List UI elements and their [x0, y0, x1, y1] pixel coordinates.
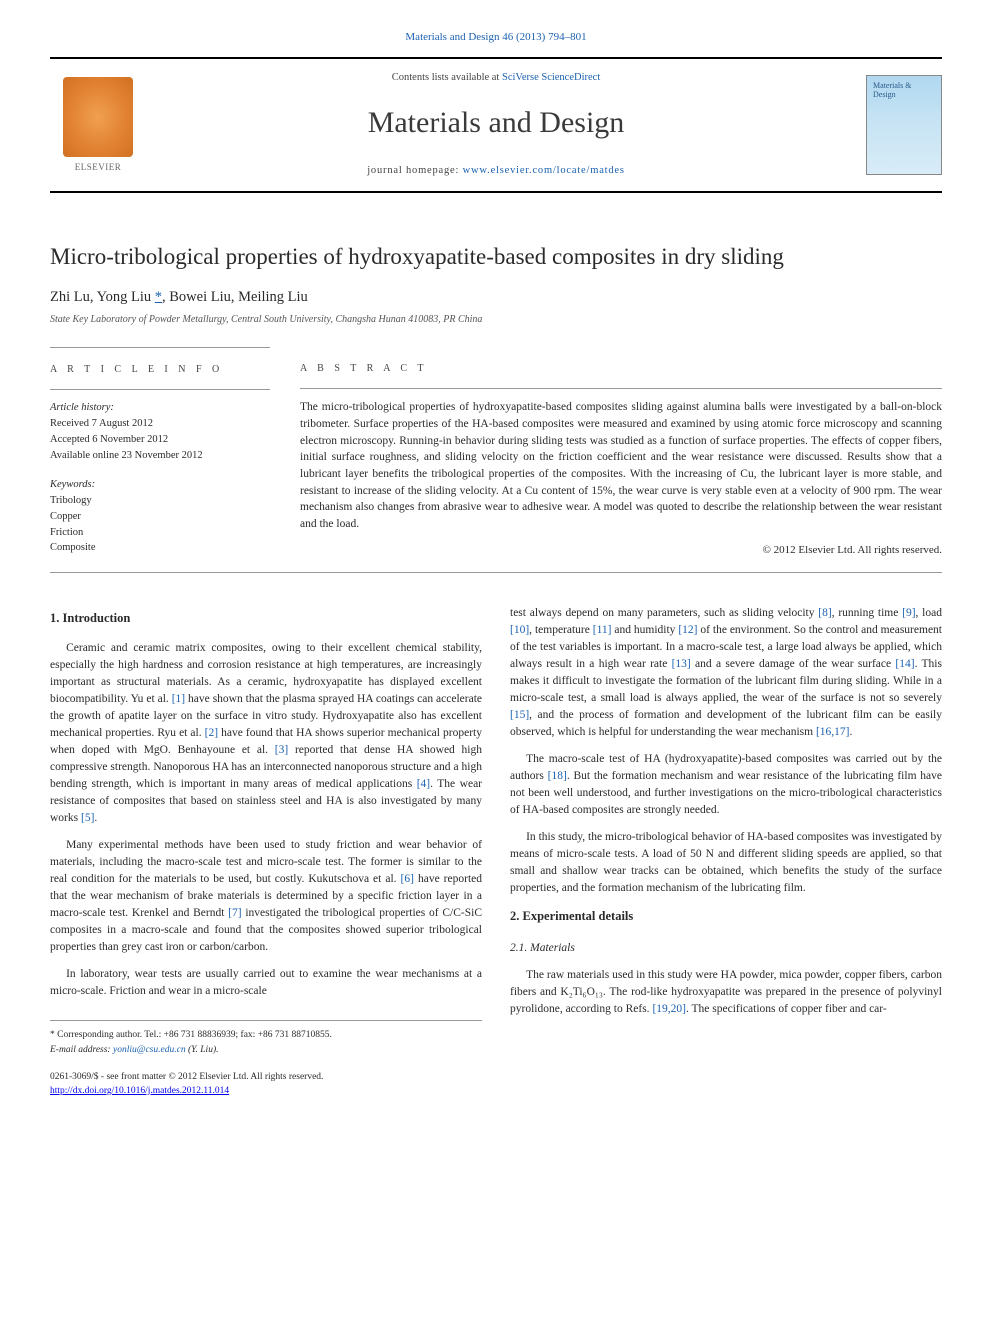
- inline-ref[interactable]: [16,17]: [816, 726, 850, 738]
- inline-ref[interactable]: [8]: [818, 607, 831, 619]
- article-info-heading: A R T I C L E I N F O: [50, 362, 270, 377]
- history-label: Article history:: [50, 400, 270, 416]
- journal-name: Materials and Design: [146, 102, 846, 144]
- section-heading-intro: 1. Introduction: [50, 609, 482, 628]
- history-received: Received 7 August 2012: [50, 416, 270, 432]
- keyword: Tribology: [50, 493, 270, 509]
- masthead: ELSEVIER Contents lists available at Sci…: [50, 57, 942, 192]
- abstract-block: A B S T R A C T The micro-tribological p…: [300, 362, 942, 558]
- email-suffix: (Y. Liu).: [186, 1045, 219, 1055]
- abstract-heading: A B S T R A C T: [300, 362, 942, 376]
- publisher-block: ELSEVIER: [50, 77, 146, 174]
- info-rule: [50, 389, 270, 390]
- cover-title: Materials & Design: [873, 82, 935, 100]
- subsection-heading-materials: 2.1. Materials: [510, 940, 942, 957]
- sciencedirect-link[interactable]: SciVerse ScienceDirect: [502, 72, 600, 83]
- front-matter: 0261-3069/$ - see front matter © 2012 El…: [50, 1071, 482, 1084]
- masthead-center: Contents lists available at SciVerse Sci…: [146, 71, 846, 178]
- abstract-rule: [300, 388, 942, 389]
- authors-rest: , Bowei Liu, Meiling Liu: [162, 289, 308, 305]
- column-left: 1. Introduction Ceramic and ceramic matr…: [50, 605, 482, 1098]
- keyword: Friction: [50, 525, 270, 541]
- inline-ref[interactable]: [7]: [228, 907, 241, 919]
- journal-citation[interactable]: Materials and Design 46 (2013) 794–801: [50, 30, 942, 45]
- meta-rule-bottom: [50, 572, 942, 573]
- affiliation: State Key Laboratory of Powder Metallurg…: [50, 313, 942, 327]
- meta-row: A R T I C L E I N F O Article history: R…: [50, 348, 942, 572]
- paragraph: In this study, the micro-tribological be…: [510, 829, 942, 897]
- inline-ref[interactable]: [13]: [672, 658, 691, 670]
- article-title: Micro-tribological properties of hydroxy…: [50, 241, 942, 273]
- inline-ref[interactable]: [3]: [275, 744, 288, 756]
- abstract-copyright: © 2012 Elsevier Ltd. All rights reserved…: [300, 543, 942, 558]
- inline-ref[interactable]: [15]: [510, 709, 529, 721]
- paragraph: Many experimental methods have been used…: [50, 837, 482, 956]
- contents-prefix: Contents lists available at: [392, 72, 502, 83]
- paragraph: In laboratory, wear tests are usually ca…: [50, 966, 482, 1000]
- authors-first: Zhi Lu, Yong Liu: [50, 289, 151, 305]
- inline-ref[interactable]: [18]: [548, 770, 567, 782]
- email-label: E-mail address:: [50, 1045, 113, 1055]
- paragraph: test always depend on many parameters, s…: [510, 605, 942, 741]
- homepage-prefix: journal homepage:: [367, 165, 462, 176]
- inline-ref[interactable]: [2]: [205, 727, 218, 739]
- doi-link[interactable]: http://dx.doi.org/10.1016/j.matdes.2012.…: [50, 1086, 229, 1096]
- homepage-link[interactable]: www.elsevier.com/locate/matdes: [463, 165, 625, 176]
- history-online: Available online 23 November 2012: [50, 448, 270, 464]
- article-info: A R T I C L E I N F O Article history: R…: [50, 362, 270, 558]
- authors-line: Zhi Lu, Yong Liu *, Bowei Liu, Meiling L…: [50, 287, 942, 307]
- history-accepted: Accepted 6 November 2012: [50, 432, 270, 448]
- cover-block: Materials & Design: [846, 75, 942, 175]
- inline-ref[interactable]: [11]: [593, 624, 612, 636]
- body-columns: 1. Introduction Ceramic and ceramic matr…: [50, 605, 942, 1098]
- inline-ref[interactable]: [19,20]: [652, 1003, 686, 1015]
- paragraph: The raw materials used in this study wer…: [510, 967, 942, 1018]
- inline-ref[interactable]: [5]: [81, 812, 94, 824]
- abstract-text: The micro-tribological properties of hyd…: [300, 399, 942, 532]
- keyword: Copper: [50, 509, 270, 525]
- publisher-name: ELSEVIER: [75, 161, 122, 174]
- contents-line: Contents lists available at SciVerse Sci…: [146, 71, 846, 86]
- corresponding-note: * Corresponding author. Tel.: +86 731 88…: [50, 1029, 482, 1042]
- inline-ref[interactable]: [14]: [895, 658, 914, 670]
- doi-line: http://dx.doi.org/10.1016/j.matdes.2012.…: [50, 1085, 482, 1098]
- inline-ref[interactable]: [1]: [172, 693, 185, 705]
- email-line: E-mail address: yonliu@csu.edu.cn (Y. Li…: [50, 1044, 482, 1057]
- paragraph: The macro-scale test of HA (hydroxyapati…: [510, 751, 942, 819]
- inline-ref[interactable]: [4]: [417, 778, 430, 790]
- journal-cover-icon: Materials & Design: [866, 75, 942, 175]
- keyword: Composite: [50, 540, 270, 556]
- inline-ref[interactable]: [12]: [678, 624, 697, 636]
- corresponding-marker[interactable]: *: [155, 289, 162, 305]
- column-right: test always depend on many parameters, s…: [510, 605, 942, 1098]
- paragraph: Ceramic and ceramic matrix composites, o…: [50, 640, 482, 827]
- inline-ref[interactable]: [10]: [510, 624, 529, 636]
- section-heading-experimental: 2. Experimental details: [510, 907, 942, 926]
- inline-ref[interactable]: [6]: [401, 873, 414, 885]
- footer: * Corresponding author. Tel.: +86 731 88…: [50, 1020, 482, 1098]
- keywords-label: Keywords:: [50, 477, 270, 493]
- homepage-line: journal homepage: www.elsevier.com/locat…: [146, 164, 846, 179]
- inline-ref[interactable]: [9]: [902, 607, 915, 619]
- email-link[interactable]: yonliu@csu.edu.cn: [113, 1045, 186, 1055]
- elsevier-tree-icon: [63, 77, 133, 157]
